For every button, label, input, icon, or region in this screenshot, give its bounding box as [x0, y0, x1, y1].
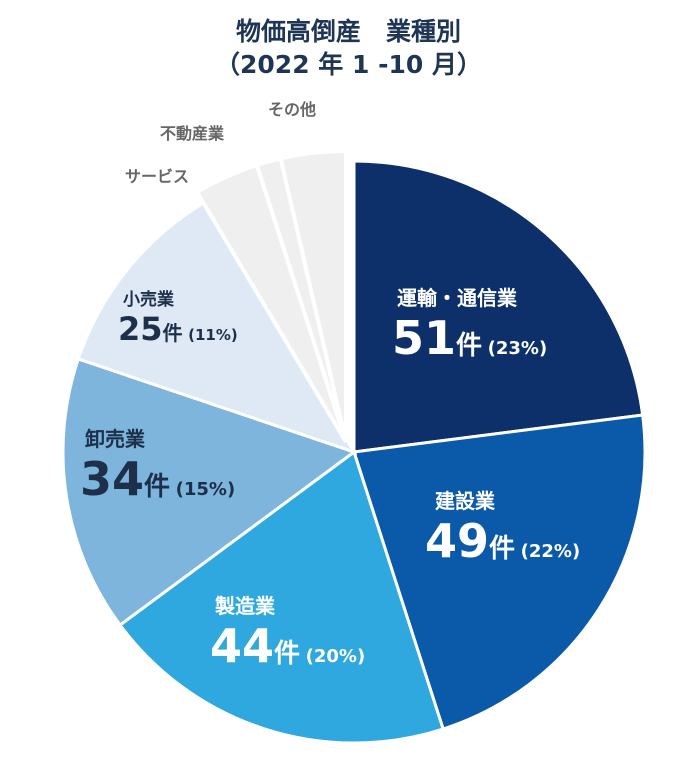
- pie-slice-0: [352, 159, 645, 454]
- pie-slice-7: [278, 148, 348, 443]
- slice-label-4: 小売業 25件 (11%): [118, 290, 238, 348]
- pie-slice-1: [352, 413, 647, 731]
- slice-label-5: サービス: [125, 167, 190, 186]
- chart-subtitle: （2022 年 1 -10 月）: [215, 50, 482, 79]
- slice-label-0: 運輸・通信業 51件 (23%): [392, 286, 548, 365]
- slice-label-2: 製造業 44件 (20%): [210, 594, 366, 673]
- chart-title: 物価高倒産 業種別: [235, 17, 461, 46]
- slice-label-1: 建設業 49件 (22%): [425, 489, 581, 568]
- pie-slice-3: [61, 357, 358, 628]
- pie-slice-2: [117, 449, 446, 745]
- pie-slice-4: [76, 200, 358, 455]
- slice-label-3: 卸売業 34件 (15%): [80, 427, 236, 506]
- slice-label-7: その他: [268, 100, 317, 119]
- slice-label-6: 不動産業: [160, 124, 225, 143]
